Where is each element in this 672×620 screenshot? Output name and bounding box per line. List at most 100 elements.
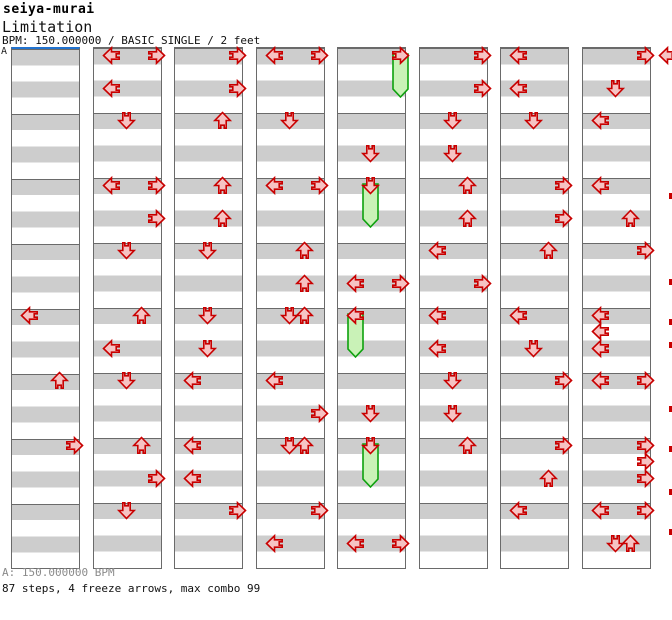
footer-section-bpm: A: 150.000000 BPM [2, 566, 115, 579]
arrow-left-icon [265, 533, 283, 553]
arrow-right-icon [474, 78, 492, 98]
arrow-right-icon [148, 468, 166, 488]
arrow-left-icon [20, 305, 38, 326]
arrow-left-icon [183, 468, 201, 488]
arrow-right-icon [311, 500, 329, 521]
arrow-down-icon [360, 437, 381, 455]
arrow-left-icon [346, 273, 364, 293]
arrow-left-icon [102, 78, 120, 98]
arrow-left-icon [183, 435, 201, 456]
freeze-arrow-tail-icon [362, 183, 379, 229]
arrow-right-icon [392, 45, 410, 66]
footer-step-stats: 87 steps, 4 freeze arrows, max combo 99 [2, 582, 261, 595]
arrow-up-icon [620, 208, 641, 227]
arrow-right-icon [637, 500, 655, 521]
clipped-arrow-fragment [669, 193, 672, 199]
arrow-up-icon [457, 208, 478, 227]
arrow-right-icon [148, 45, 166, 66]
clipped-arrow-fragment [669, 406, 672, 412]
arrow-right-icon [311, 175, 329, 196]
arrow-right-icon [637, 370, 655, 391]
arrow-right-icon [229, 45, 247, 66]
arrow-left-icon [591, 110, 609, 131]
arrow-left-icon [509, 45, 527, 66]
arrow-right-icon [637, 452, 655, 472]
arrow-right-icon [555, 370, 573, 391]
clipped-arrow-fragment [669, 446, 672, 452]
arrow-left-icon [428, 240, 446, 261]
arrow-right-icon [637, 45, 655, 66]
arrow-left-icon [346, 305, 364, 326]
arrow-down-icon [197, 339, 218, 358]
arrow-down-icon [197, 242, 218, 260]
arrow-left-icon [509, 305, 527, 326]
arrow-up-icon [294, 306, 315, 324]
arrow-left-icon [265, 175, 283, 196]
arrow-left-icon [591, 500, 609, 521]
arrow-left-icon [509, 78, 527, 98]
arrow-left-icon [591, 305, 609, 326]
section-a-label: A [1, 46, 8, 57]
clipped-arrow-fragment [669, 279, 672, 285]
arrow-left-icon [658, 45, 672, 66]
arrow-down-icon [279, 437, 300, 455]
bpm-difficulty-info: BPM: 150.000000 / BASIC SINGLE / 2 feet [2, 34, 261, 47]
arrow-left-icon [346, 533, 364, 553]
arrow-down-icon [360, 144, 381, 163]
clipped-arrow-fragment [669, 529, 672, 535]
arrow-up-icon [294, 436, 315, 454]
arrow-down-icon [116, 242, 137, 260]
arrow-down-icon [279, 112, 300, 130]
arrow-right-icon [229, 500, 247, 521]
arrow-down-icon [360, 177, 381, 195]
freeze-arrow-tail-icon [362, 443, 379, 489]
arrow-right-icon [555, 208, 573, 228]
arrow-up-icon [538, 468, 559, 487]
arrow-right-icon [311, 45, 329, 66]
arrow-left-icon [591, 338, 609, 358]
clipped-arrow-fragment [669, 342, 672, 348]
arrow-left-icon [428, 305, 446, 326]
arrow-left-icon [591, 322, 609, 342]
arrow-down-icon [605, 534, 626, 553]
arrow-down-icon [523, 112, 544, 130]
arrow-right-icon [148, 208, 166, 228]
arrow-up-icon [131, 436, 152, 454]
arrow-down-icon [360, 404, 381, 423]
arrow-up-icon [457, 176, 478, 194]
arrow-right-icon [637, 468, 655, 488]
arrow-left-icon [591, 175, 609, 196]
arrow-left-icon [591, 370, 609, 391]
arrow-right-icon [392, 273, 410, 293]
arrow-down-icon [116, 372, 137, 390]
arrow-right-icon [637, 435, 655, 456]
clipped-arrow-fragment [669, 319, 672, 325]
arrow-up-icon [620, 533, 641, 552]
arrow-right-icon [555, 435, 573, 456]
arrow-down-icon [442, 404, 463, 423]
arrow-up-icon [294, 273, 315, 292]
artist-name: seiya-murai [3, 2, 95, 17]
measure-column [419, 47, 488, 569]
arrow-left-icon [265, 370, 283, 391]
arrow-right-icon [66, 435, 84, 456]
arrow-up-icon [294, 241, 315, 259]
arrow-up-icon [212, 111, 233, 129]
arrow-left-icon [509, 500, 527, 521]
measure-column [11, 47, 80, 569]
arrow-down-icon [442, 144, 463, 163]
arrow-right-icon [229, 78, 247, 98]
arrow-down-icon [197, 307, 218, 325]
arrow-right-icon [311, 403, 329, 423]
arrow-down-icon [442, 372, 463, 390]
measure-column [500, 47, 569, 569]
arrow-up-icon [49, 371, 70, 389]
arrow-right-icon [637, 240, 655, 261]
arrow-right-icon [474, 45, 492, 66]
arrow-down-icon [116, 112, 137, 130]
arrow-left-icon [102, 45, 120, 66]
arrow-down-icon [523, 339, 544, 358]
arrow-down-icon [442, 112, 463, 130]
song-title: Limitation [2, 18, 93, 36]
